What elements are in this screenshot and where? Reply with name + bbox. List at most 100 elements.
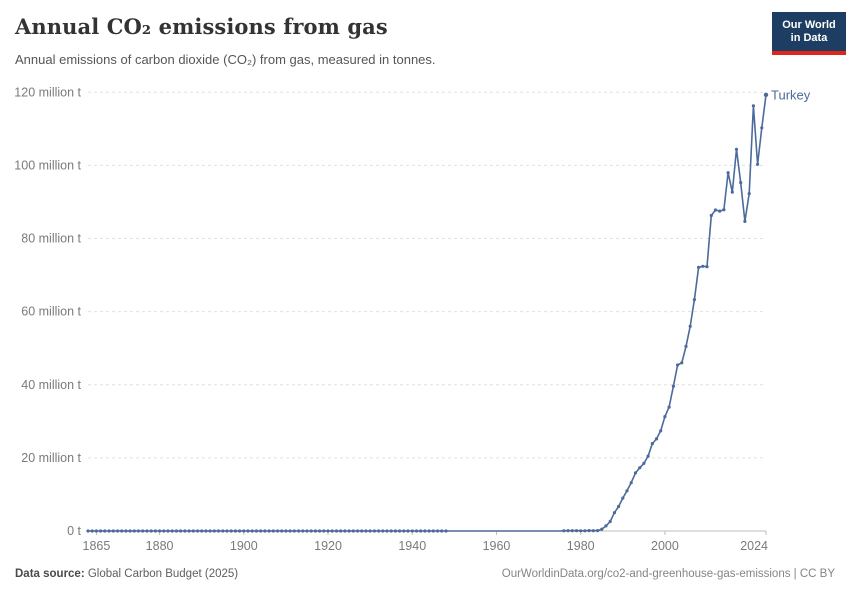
- series-point: [200, 529, 204, 533]
- series-point: [419, 529, 423, 533]
- series-point: [183, 529, 187, 533]
- series-point: [659, 429, 663, 433]
- x-tick-label: 1880: [146, 539, 174, 553]
- series-point: [242, 529, 246, 533]
- series-point: [427, 529, 431, 533]
- series-point: [743, 219, 747, 223]
- y-tick-label: 0 t: [67, 524, 81, 538]
- series-point: [347, 529, 351, 533]
- series-point: [751, 104, 756, 108]
- series-point: [318, 529, 322, 533]
- series-point: [654, 437, 659, 441]
- x-tick-label: 1865: [83, 539, 111, 553]
- series-point: [621, 496, 625, 500]
- series-point: [195, 529, 200, 533]
- series-point: [734, 147, 739, 151]
- series-point: [313, 529, 317, 533]
- series-point: [158, 529, 162, 533]
- series-point: [368, 529, 372, 533]
- series-point: [381, 529, 385, 533]
- series-point: [153, 529, 157, 533]
- y-tick-label: 100 million t: [14, 158, 81, 172]
- series-point: [650, 442, 654, 446]
- series-point: [688, 324, 692, 328]
- series-point: [684, 344, 688, 348]
- series-point: [570, 529, 574, 533]
- series-point: [339, 529, 343, 533]
- y-tick-label: 40 million t: [21, 378, 81, 392]
- series-point: [254, 529, 258, 533]
- series-point: [583, 529, 587, 533]
- series-point: [591, 529, 595, 533]
- series-point: [162, 529, 166, 533]
- series-point: [90, 529, 94, 533]
- series-point: [103, 529, 107, 533]
- series-point: [722, 208, 726, 212]
- series-end-dot: [763, 92, 769, 98]
- series-point: [124, 529, 128, 533]
- series-point: [697, 265, 701, 269]
- series-point: [99, 529, 103, 533]
- y-tick-label: 20 million t: [21, 451, 81, 465]
- series-point: [343, 529, 347, 533]
- series-point: [638, 466, 642, 470]
- y-tick-label: 120 million t: [14, 85, 81, 99]
- series-point: [179, 529, 183, 533]
- data-source-label: Data source:: [15, 568, 85, 580]
- series-point: [275, 529, 280, 533]
- series-point: [629, 481, 633, 485]
- y-tick-label: 60 million t: [21, 305, 81, 319]
- series-point: [221, 529, 225, 533]
- series-point: [587, 529, 591, 533]
- series-point: [676, 363, 680, 367]
- series-point: [360, 529, 364, 533]
- series-point: [259, 529, 263, 533]
- series-point: [739, 181, 743, 185]
- series-point: [284, 529, 288, 533]
- series-point: [297, 529, 301, 533]
- owid-logo[interactable]: Our World in Data: [772, 12, 846, 55]
- series-point: [579, 529, 583, 533]
- series-point: [136, 529, 141, 533]
- series-point: [377, 529, 381, 533]
- series-point: [414, 529, 419, 533]
- series-point: [225, 529, 229, 533]
- x-tick-label: 1960: [483, 539, 511, 553]
- series-point: [208, 529, 212, 533]
- series-label-turkey: Turkey: [771, 87, 811, 102]
- series-point: [107, 529, 111, 533]
- series-point: [431, 529, 435, 533]
- series-point: [642, 461, 646, 465]
- y-tick-label: 80 million t: [21, 232, 81, 246]
- owid-logo-line2: in Data: [790, 31, 828, 44]
- series-point: [250, 529, 254, 533]
- series-point: [216, 529, 221, 533]
- series-point: [305, 529, 309, 533]
- series-point: [233, 529, 237, 533]
- citation-link[interactable]: OurWorldinData.org/co2-and-greenhouse-ga…: [501, 568, 835, 580]
- series-point: [128, 529, 132, 533]
- series-point: [166, 529, 170, 533]
- series-point: [204, 529, 208, 533]
- x-tick-label: 1900: [230, 539, 258, 553]
- series-point: [596, 529, 600, 533]
- series-point: [309, 529, 313, 533]
- series-point: [191, 529, 195, 533]
- series-point: [301, 529, 305, 533]
- x-tick-label: 1980: [567, 539, 595, 553]
- series-point: [170, 529, 174, 533]
- series-point: [246, 529, 250, 533]
- series-point: [238, 529, 242, 533]
- series-point: [444, 529, 448, 533]
- series-point: [440, 529, 444, 533]
- series-point: [115, 529, 120, 533]
- series-point: [385, 529, 389, 533]
- series-point: [709, 213, 713, 218]
- series-point: [574, 529, 579, 533]
- series-point: [692, 298, 697, 302]
- x-tick-label: 1940: [398, 539, 426, 553]
- series-point: [355, 529, 360, 533]
- series-point: [398, 529, 402, 533]
